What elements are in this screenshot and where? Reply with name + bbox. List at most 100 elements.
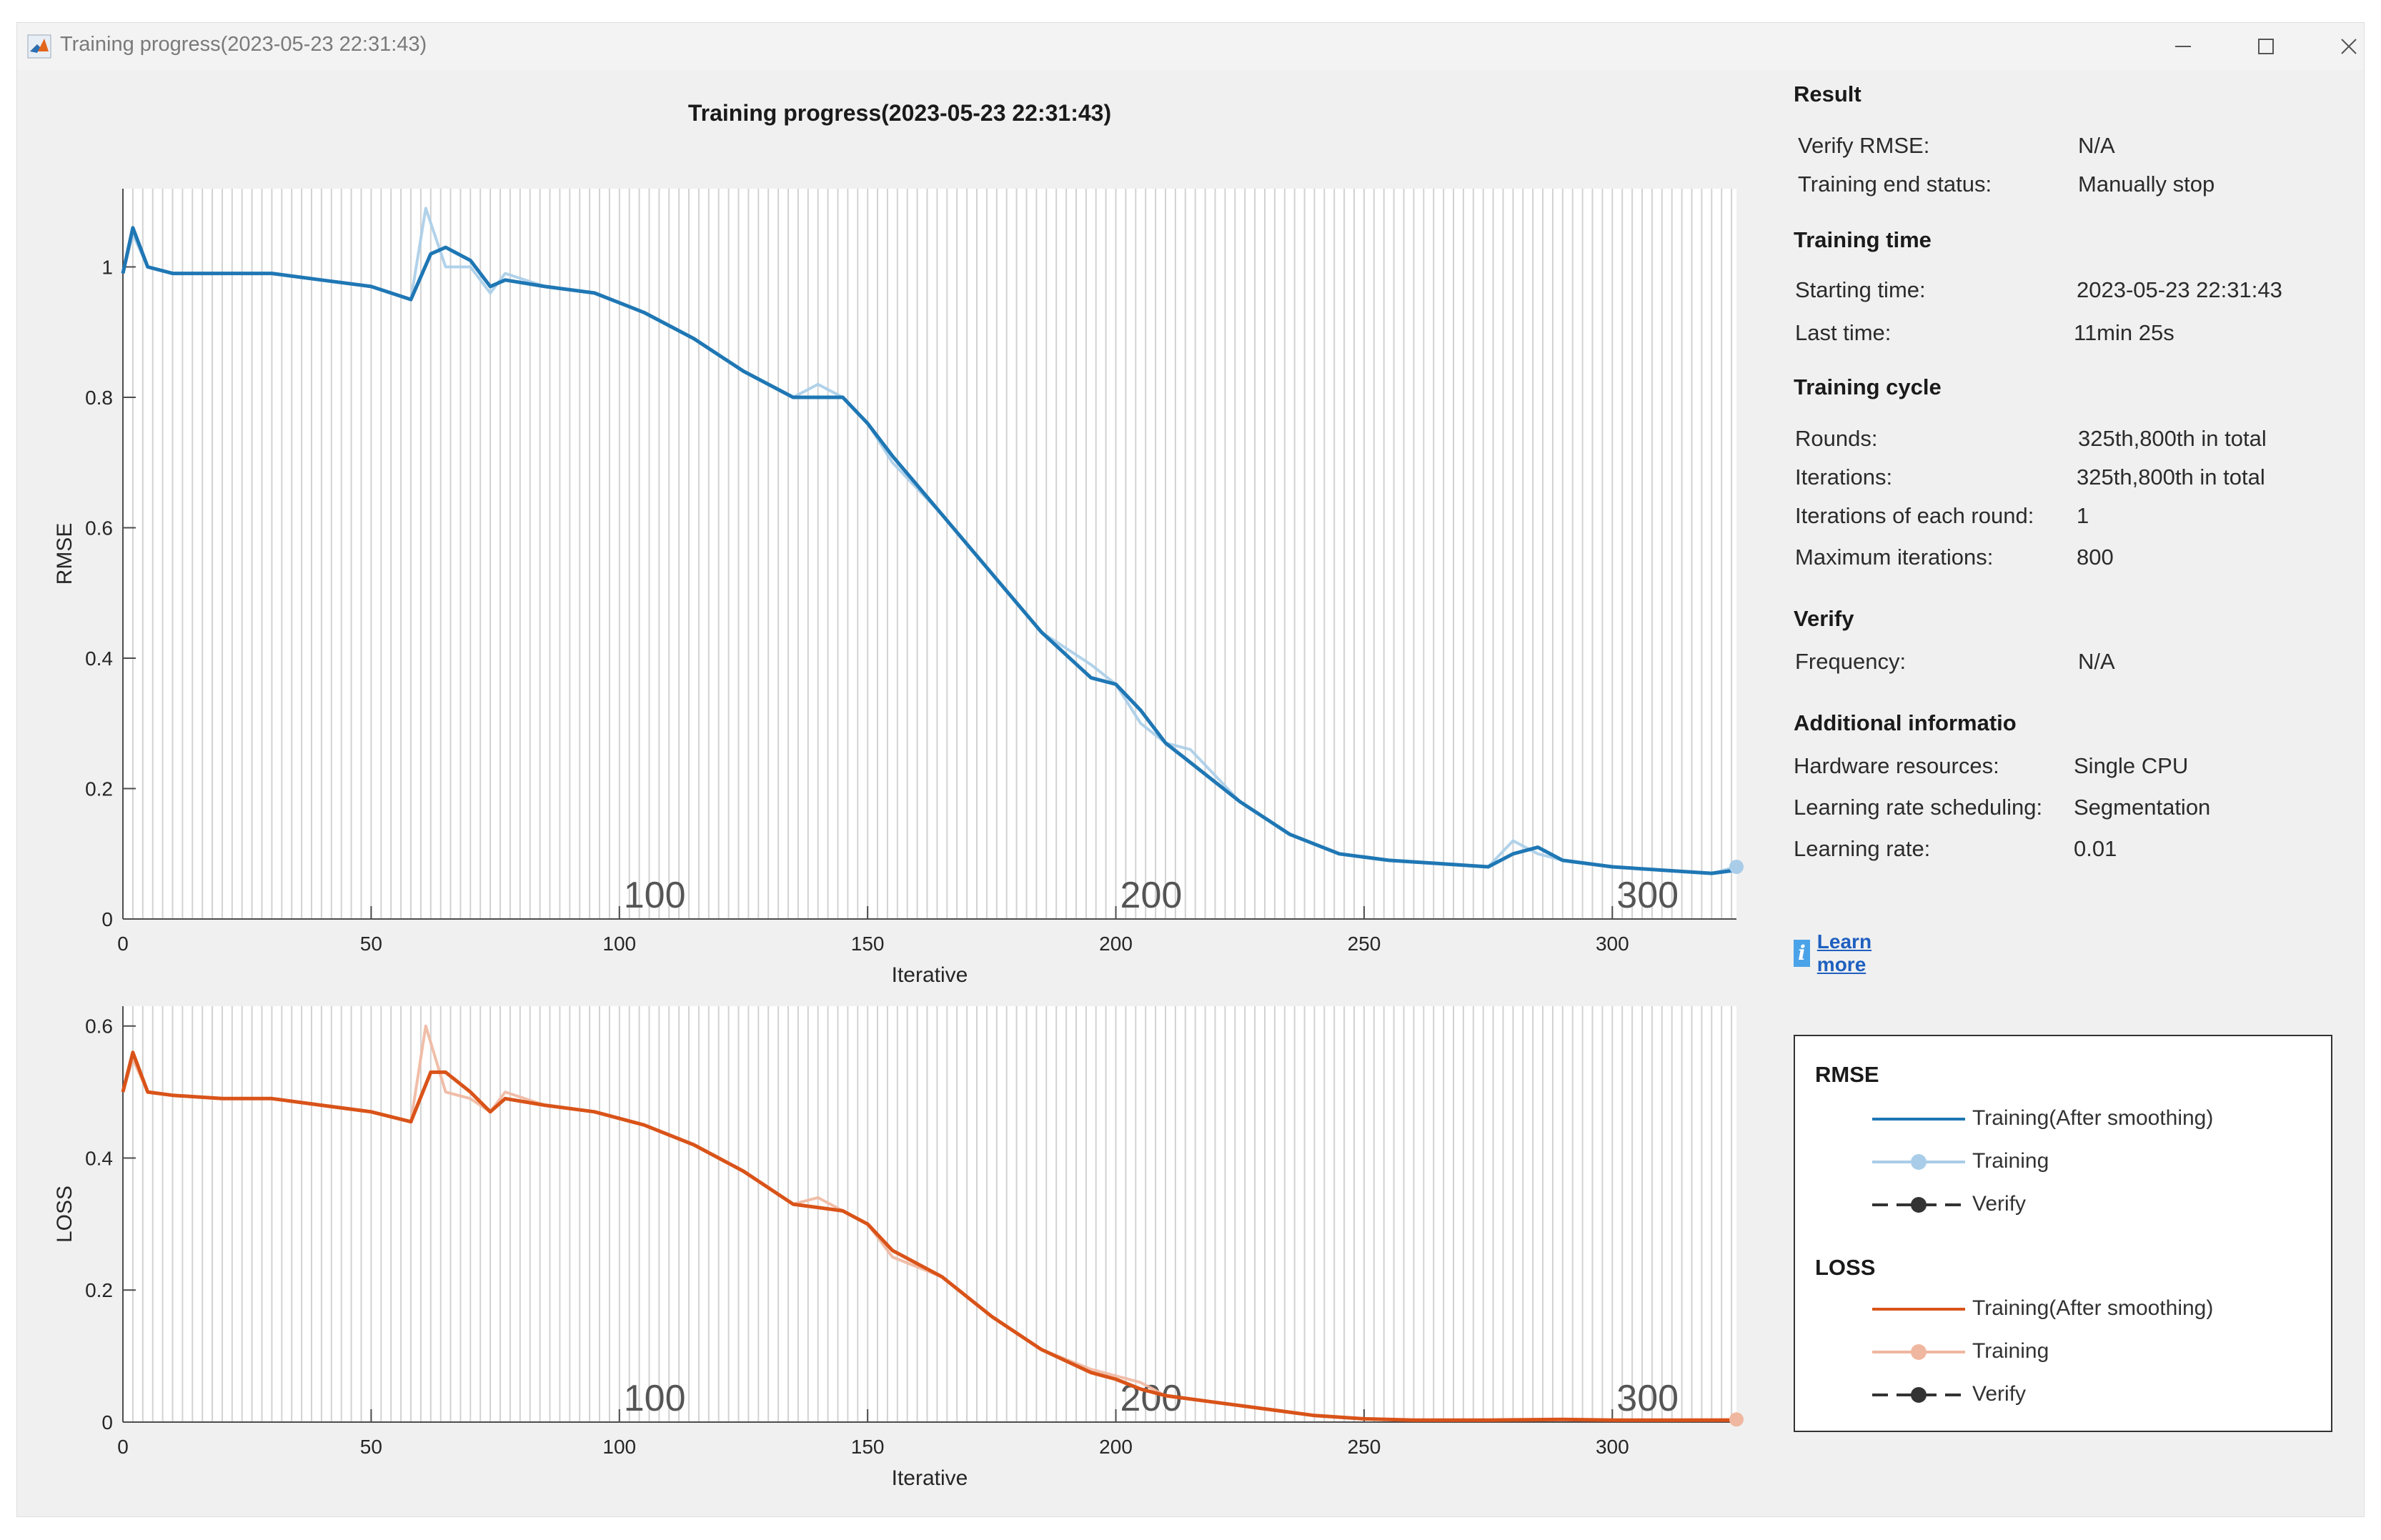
rmse-x-tick-50: 50 (360, 933, 382, 955)
rmse-y-tick-0: 0 (101, 908, 113, 930)
legend-rmse-verify-swatch (1872, 1197, 1965, 1213)
minimize-button[interactable] (2151, 27, 2215, 66)
legend-loss-smooth-label: Training(After smoothing) (1972, 1296, 2214, 1320)
learning-rate-value: 0.01 (2074, 836, 2117, 861)
loss-y-axis-label: LOSS (53, 1186, 76, 1243)
training-cycle-heading: Training cycle (1794, 374, 1942, 399)
legend-rmse-training-swatch (1872, 1154, 1965, 1170)
loss-x-tick-250: 250 (1348, 1436, 1381, 1458)
legend-loss-training-label: Training (1972, 1339, 2049, 1363)
rmse-x-tick-100: 100 (602, 933, 636, 955)
loss-y-tick-0.2: 0.2 (85, 1279, 113, 1301)
rmse-y-tick-0.6: 0.6 (85, 517, 113, 540)
learning-rate-label: Learning rate: (1794, 836, 1931, 861)
legend-rmse-heading: RMSE (1815, 1062, 1879, 1087)
loss-x-axis-label: Iterative (892, 1466, 968, 1490)
rmse-plot-area (123, 189, 1736, 919)
loss-overlay-label-300: 300 (1616, 1378, 1679, 1419)
matlab-app-icon (27, 34, 51, 59)
legend-loss-training-swatch (1872, 1344, 1965, 1360)
rmse-x-tick-0: 0 (117, 933, 129, 955)
hardware-label: Hardware resources: (1794, 753, 1999, 778)
rounds-value: 325th,800th in total (2078, 426, 2267, 451)
close-button[interactable] (2317, 27, 2381, 66)
maximize-button[interactable] (2234, 27, 2298, 66)
title-bar[interactable]: Training progress(2023-05-23 22:31:43) (17, 23, 2364, 70)
end-status-value: Manually stop (2078, 172, 2215, 197)
starting-time-value: 2023-05-23 22:31:43 (2077, 277, 2282, 302)
frequency-label: Frequency: (1795, 649, 1907, 674)
rmse-smoothed-line (121, 226, 1737, 875)
max-iterations-value: 800 (2077, 545, 2114, 570)
result-heading: Result (1794, 81, 1861, 106)
max-iterations-label: Maximum iterations: (1795, 545, 1994, 570)
loss-x-tick-50: 50 (360, 1436, 382, 1458)
legend-rmse-smooth-swatch (1872, 1118, 1965, 1121)
minimize-icon (2175, 46, 2191, 47)
verify-heading: Verify (1794, 606, 1854, 631)
rmse-x-axis-label: Iterative (892, 963, 968, 987)
rmse-overlay-label-100: 100 (624, 875, 686, 916)
loss-x-tick-200: 200 (1099, 1436, 1133, 1458)
rmse-y-tick-1: 1 (101, 257, 113, 279)
starting-time-label: Starting time: (1795, 277, 1926, 302)
loss-last-point (1729, 1412, 1744, 1427)
frequency-value: N/A (2078, 649, 2115, 674)
end-status-label: Training end status: (1798, 172, 1992, 197)
plot-title: Training progress(2023-05-23 22:31:43) (687, 100, 1112, 126)
loss-overlay-label-100: 100 (624, 1378, 686, 1419)
loss-y-tick-0: 0 (101, 1411, 113, 1434)
learn-more-link[interactable]: i Learn more (1794, 930, 1882, 976)
rmse-last-point (1729, 860, 1744, 874)
info-icon: i (1794, 940, 1810, 967)
last-time-value: 11min 25s (2074, 320, 2174, 345)
training-time-heading: Training time (1794, 227, 1932, 252)
hardware-value: Single CPU (2074, 753, 2189, 778)
learn-more-text[interactable]: Learn more (1816, 930, 1872, 975)
legend-rmse-training-label: Training (1972, 1149, 2049, 1173)
training-progress-window: Training progress(2023-05-23 22:31:43) T… (17, 23, 2364, 1516)
lr-scheduling-value: Segmentation (2074, 795, 2211, 820)
verify-rmse-value: N/A (2078, 133, 2115, 158)
rmse-overlay-label-300: 300 (1616, 875, 1679, 916)
rmse-plot: 100 200 300 0 50 100 150 200 250 300 0 0.2 0.4 0.6 0.8… (53, 189, 1744, 987)
loss-y-tick-0.4: 0.4 (85, 1147, 113, 1169)
legend-loss-smooth: Training(After smoothing) (1872, 1295, 2272, 1323)
legend-loss-heading: LOSS (1815, 1255, 1876, 1280)
legend-rmse-smooth: Training(After smoothing) (1872, 1105, 2272, 1133)
rmse-x-tick-200: 200 (1099, 933, 1133, 955)
maximize-icon (2258, 39, 2274, 54)
legend-rmse-training: Training (1872, 1148, 2272, 1176)
iterations-per-round-label: Iterations of each round: (1795, 503, 2034, 528)
loss-smoothed-line (121, 1050, 1736, 1422)
verify-rmse-label: Verify RMSE: (1798, 133, 1930, 158)
rmse-x-tick-300: 300 (1596, 933, 1629, 955)
iterations-per-round-value: 1 (2077, 503, 2089, 528)
iterations-label: Iterations: (1795, 465, 1893, 490)
legend-loss-smooth-swatch (1872, 1308, 1965, 1311)
legend-rmse-verify-label: Verify (1972, 1192, 2027, 1216)
loss-plot-area (123, 1006, 1736, 1422)
legend-loss-verify-swatch (1872, 1387, 1965, 1403)
legend-rmse-smooth-label: Training(After smoothing) (1972, 1106, 2214, 1130)
rmse-y-tick-0.2: 0.2 (85, 778, 113, 800)
legend-loss-verify: Verify (1872, 1381, 2272, 1409)
loss-x-tick-300: 300 (1596, 1436, 1629, 1458)
additional-info-heading: Additional informatio (1794, 710, 2017, 735)
iterations-value: 325th,800th in total (2077, 465, 2265, 490)
loss-y-tick-0.6: 0.6 (85, 1015, 113, 1038)
lr-scheduling-label: Learning rate scheduling: (1794, 795, 2043, 820)
legend-rmse-verify: Verify (1872, 1191, 2272, 1219)
rounds-label: Rounds: (1795, 426, 1878, 451)
legend-loss-training: Training (1872, 1338, 2272, 1366)
rmse-y-axis-label: RMSE (53, 523, 76, 585)
window-title: Training progress(2023-05-23 22:31:43) (60, 33, 427, 56)
close-icon (2341, 39, 2357, 54)
rmse-x-tick-250: 250 (1348, 933, 1381, 955)
legend-box: RMSE Training(After smoothing) Training … (1794, 1035, 2332, 1432)
legend-loss-verify-label: Verify (1972, 1382, 2027, 1406)
loss-x-tick-150: 150 (851, 1436, 885, 1458)
last-time-label: Last time: (1795, 320, 1892, 345)
